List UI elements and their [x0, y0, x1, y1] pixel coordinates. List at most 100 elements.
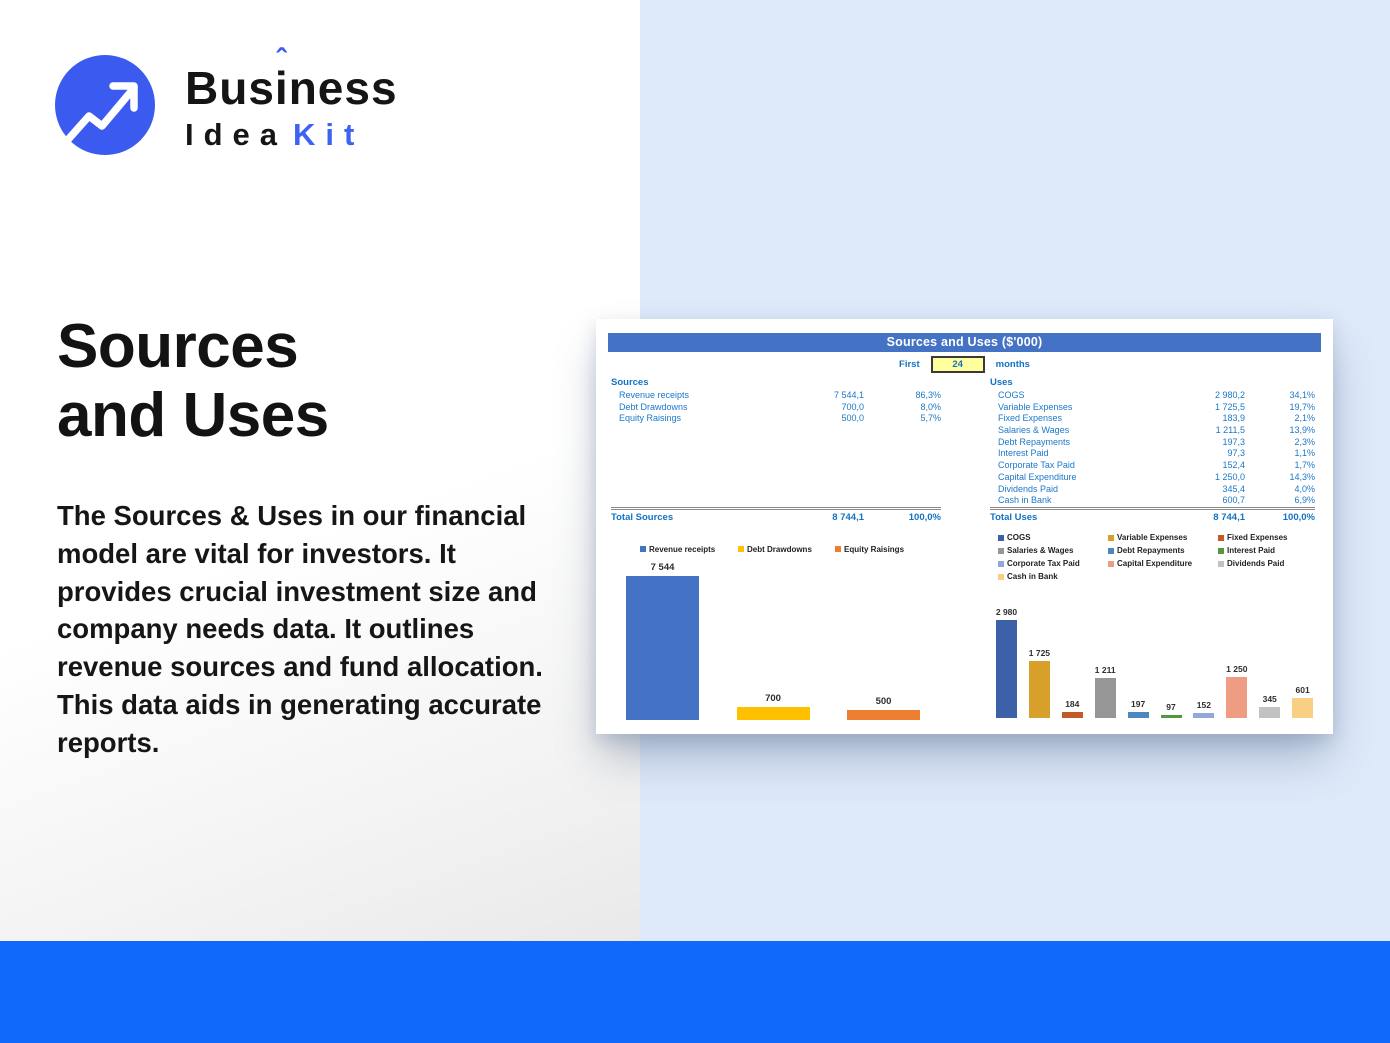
sheet-title-bar: Sources and Uses ($'000) [608, 333, 1321, 352]
cell-val: 7 544,1 [833, 390, 864, 400]
bar-value-label: 345 [1262, 694, 1277, 704]
legend-swatch-icon [640, 546, 646, 552]
cell-lbl: Variable Expenses [998, 401, 1073, 412]
cell-lbl: Corporate Tax Paid [998, 460, 1075, 471]
table-row: Capital Expenditure 1 250,0 14,3% [990, 472, 1315, 484]
table-row: Interest Paid 97,3 1,1% [990, 448, 1315, 460]
legend-swatch-icon [1108, 547, 1114, 554]
cell-val: 2 980,2 [1214, 390, 1245, 400]
cell-pct: 34,1% [1289, 390, 1315, 400]
table-row: Corporate Tax Paid 152,4 1,7% [990, 460, 1315, 472]
total-label: Total Uses [990, 512, 1038, 523]
legend-label: Interest Paid [1227, 546, 1276, 555]
bar-value-label: 700 [765, 693, 781, 704]
bar-dividends-paid [1259, 707, 1281, 718]
uses-section-header: Uses [990, 377, 1013, 388]
cell-val: 1 725,5 [1214, 401, 1245, 412]
period-prefix-label: First [899, 359, 920, 370]
spreadsheet-card: Sources and Uses ($'000) First 24 months… [596, 319, 1333, 734]
sources-section-header: Sources [611, 377, 649, 388]
table-row: COGS 2 980,2 34,1% [990, 390, 1315, 402]
cell-val: 345,4 [1222, 483, 1245, 494]
legend-item: Equity Raisings [835, 543, 941, 555]
cell-pct: 5,7% [920, 413, 941, 424]
bar-value-label: 152 [1196, 700, 1211, 710]
legend-item: Capital Expenditure [1108, 559, 1218, 568]
bar-interest-paid [1160, 715, 1182, 718]
period-input-cell[interactable]: 24 [930, 356, 985, 373]
bar-value-label: 1 211 [1094, 665, 1116, 675]
cell-lbl: Equity Raisings [619, 413, 682, 424]
legend-swatch-icon [1108, 560, 1114, 567]
legend-item: COGS [998, 533, 1108, 542]
table-row: Revenue receipts 7 544,1 86,3% [611, 390, 941, 402]
bottom-accent-bar [0, 941, 1390, 1043]
bar-value-label: 1 250 [1226, 664, 1248, 674]
cell-val: 600,7 [1222, 495, 1245, 506]
table-row: Variable Expenses 1 725,5 19,7% [990, 402, 1315, 414]
cell-pct: 13,9% [1289, 425, 1315, 436]
legend-item: Variable Expenses [1108, 533, 1218, 542]
legend-label: Equity Raisings [844, 544, 905, 554]
cell-pct: 14,3% [1289, 471, 1315, 482]
bar-value-label: 184 [1065, 699, 1080, 709]
legend-item: Dividends Paid [1218, 559, 1315, 568]
bar-salaries-wages [1094, 678, 1116, 718]
cell-lbl: Fixed Expenses [998, 413, 1063, 424]
bar-corporate-tax-paid [1193, 713, 1215, 718]
table-row: Salaries & Wages 1 211,5 13,9% [990, 425, 1315, 437]
legend-item: Interest Paid [1218, 546, 1315, 555]
legend-label: Debt Repayments [1117, 546, 1185, 555]
bar-capital-expenditure [1226, 677, 1248, 718]
total-percent: 100,0% [1282, 512, 1315, 523]
table-row: Equity Raisings 500,0 5,7% [611, 413, 941, 425]
cell-lbl: Interest Paid [998, 448, 1049, 459]
left-background-panel [0, 0, 640, 941]
bar-equity-raisings [847, 710, 920, 720]
brand-logo: Busi ˆ ness Idea Kit [55, 44, 475, 165]
legend-swatch-icon [1218, 560, 1224, 567]
legend-item: Debt Repayments [1108, 546, 1218, 555]
legend-label: COGS [1007, 533, 1031, 542]
sources-chart-legend: Revenue receipts Debt Drawdowns Equity Rai… [611, 543, 941, 555]
uses-column: Uses COGS 2 980,2 34,1% Variable Expenses 1 … [990, 377, 1315, 720]
legend-swatch-icon [1218, 547, 1224, 554]
cell-lbl: Revenue receipts [619, 390, 690, 400]
legend-swatch-icon [738, 546, 744, 552]
uses-table: COGS 2 980,2 34,1% Variable Expenses 1 725,5… [990, 390, 1315, 507]
bar-variable-expenses [1028, 661, 1050, 718]
legend-item: Salaries & Wages [998, 546, 1108, 555]
legend-swatch-icon [835, 546, 841, 552]
cell-val: 700,0 [841, 401, 864, 412]
period-suffix-label: months [995, 359, 1030, 370]
cell-lbl: Salaries & Wages [998, 425, 1070, 436]
bar-value-label: 601 [1295, 685, 1310, 695]
legend-swatch-icon [998, 534, 1004, 541]
cell-pct: 2,1% [1294, 413, 1315, 424]
total-percent: 100,0% [908, 512, 941, 523]
cell-lbl: Debt Drawdowns [619, 401, 688, 412]
table-row: Cash in Bank 600,7 6,9% [990, 495, 1315, 507]
legend-swatch-icon [998, 547, 1004, 554]
bar-cogs [996, 620, 1017, 718]
total-sources-row: Total Sources 8 744,1 100,0% [611, 507, 941, 523]
sheet-body: Sources Revenue receipts 7 544,1 86,3% Debt… [596, 377, 1333, 720]
table-row: Fixed Expenses 183,9 2,1% [990, 413, 1315, 425]
bar-revenue-receipts [626, 576, 699, 720]
legend-label: Salaries & Wages [1007, 546, 1074, 555]
brand-name-bottom: Idea Kit [185, 117, 365, 152]
cell-pct: 86,3% [915, 390, 941, 400]
period-selector-row: First 24 months [596, 352, 1333, 377]
cell-val: 183,9 [1222, 413, 1245, 424]
cell-val: 97,3 [1227, 448, 1245, 459]
cell-pct: 6,9% [1294, 495, 1315, 506]
cell-val: 1 250,0 [1214, 471, 1245, 482]
bar-value-label: 1 725 [1028, 648, 1051, 658]
legend-label: Capital Expenditure [1117, 559, 1193, 568]
legend-label: Cash in Bank [1007, 572, 1058, 581]
cell-val: 500,0 [841, 413, 864, 424]
bar-value-label: 500 [875, 696, 892, 707]
table-row: Debt Drawdowns 700,0 8,0% [611, 402, 941, 414]
total-value: 8 744,1 [1213, 512, 1245, 523]
